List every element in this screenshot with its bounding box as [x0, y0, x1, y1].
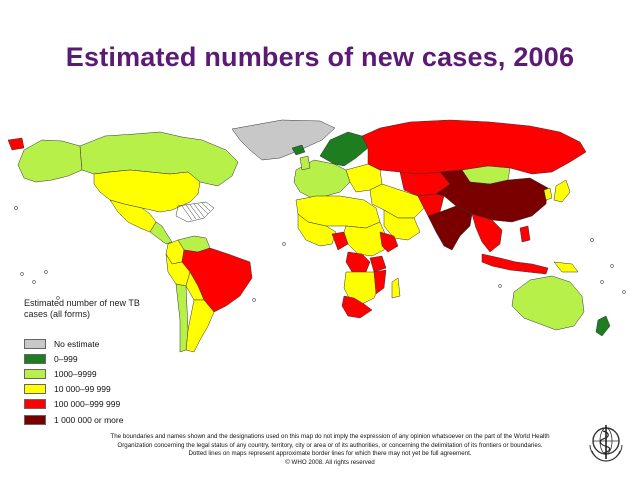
region-russia: [361, 119, 587, 175]
region-western-europe: [293, 159, 351, 199]
region-tanzania: [369, 255, 387, 273]
legend-title-line2: cases (all forms): [24, 309, 91, 319]
region-mozambique: [373, 269, 387, 295]
region-central-africa: [343, 221, 387, 257]
legend-item: 100 000–999 999: [24, 397, 184, 412]
legend-item: No estimate: [24, 336, 184, 351]
legend-swatch: [24, 399, 46, 410]
region-papua-new-guinea: [553, 261, 579, 273]
region-uk: [299, 155, 311, 171]
region-west-africa: [297, 213, 337, 247]
region-greenland: [231, 119, 336, 161]
caribbean-hatch: [175, 201, 215, 223]
region-united-states: [93, 169, 201, 213]
region-indonesia: [481, 253, 549, 275]
legend-label: No estimate: [54, 338, 100, 349]
region-new-zealand: [595, 315, 611, 337]
region-southeast-asia: [471, 213, 503, 253]
region-arabian-peninsula: [383, 209, 421, 241]
legend-label: 0–999: [54, 353, 78, 364]
who-emblem-icon: [589, 425, 623, 462]
region-argentina: [185, 299, 215, 353]
legend-item: 0–999: [24, 351, 184, 366]
region-central-america: [149, 221, 173, 245]
region-chukotka: [7, 137, 25, 151]
map-title: Estimated numbers of new cases, 2006: [65, 42, 575, 72]
legend-item: 1000–9999: [24, 366, 184, 381]
legend-swatch: [24, 338, 46, 349]
region-south-africa: [341, 295, 373, 319]
map-legend: Estimated number of new TB cases (all fo…: [24, 298, 184, 427]
legend-swatch: [24, 353, 46, 364]
world-map: [7, 119, 626, 353]
legend-item: 1 000 000 or more: [24, 412, 184, 427]
region-ethiopia: [379, 231, 399, 253]
region-middle-east: [369, 183, 425, 219]
region-india: [427, 205, 473, 251]
legend-label: 100 000–999 999: [54, 399, 121, 410]
region-iceland: [291, 144, 306, 156]
region-scandinavia: [319, 131, 369, 167]
map-disclaimer: The boundaries and names shown and the d…: [80, 433, 580, 467]
region-alaska: [17, 139, 83, 183]
small-islands: [14, 206, 626, 302]
region-bolivia: [185, 271, 205, 301]
legend-title: Estimated number of new TB cases (all fo…: [24, 298, 184, 320]
disclaimer-line: The boundaries and names shown and the d…: [110, 433, 550, 440]
region-madagascar: [391, 277, 401, 299]
legend-label: 10 000–99 999: [54, 384, 111, 395]
legend-swatch: [24, 414, 46, 425]
legend-swatch: [24, 368, 46, 379]
legend-title-line1: Estimated number of new TB: [24, 298, 140, 308]
region-australia: [511, 275, 585, 331]
disclaimer-line: Organization concerning the legal status…: [117, 441, 543, 449]
disclaimer-line: Dotted lines on maps represent approxima…: [188, 450, 472, 458]
legend-label: 1 000 000 or more: [54, 414, 124, 425]
region-chile: [175, 283, 189, 353]
region-korea: [543, 187, 553, 201]
legend-swatch: [24, 384, 46, 395]
legend-label: 1000–9999: [54, 368, 97, 379]
copyright-line: © WHO 2008. All rights reserved: [285, 458, 375, 466]
region-japan: [553, 179, 571, 203]
region-southern-africa: [343, 271, 381, 305]
region-philippines: [519, 225, 531, 243]
legend-item: 10 000–99 999: [24, 382, 184, 397]
